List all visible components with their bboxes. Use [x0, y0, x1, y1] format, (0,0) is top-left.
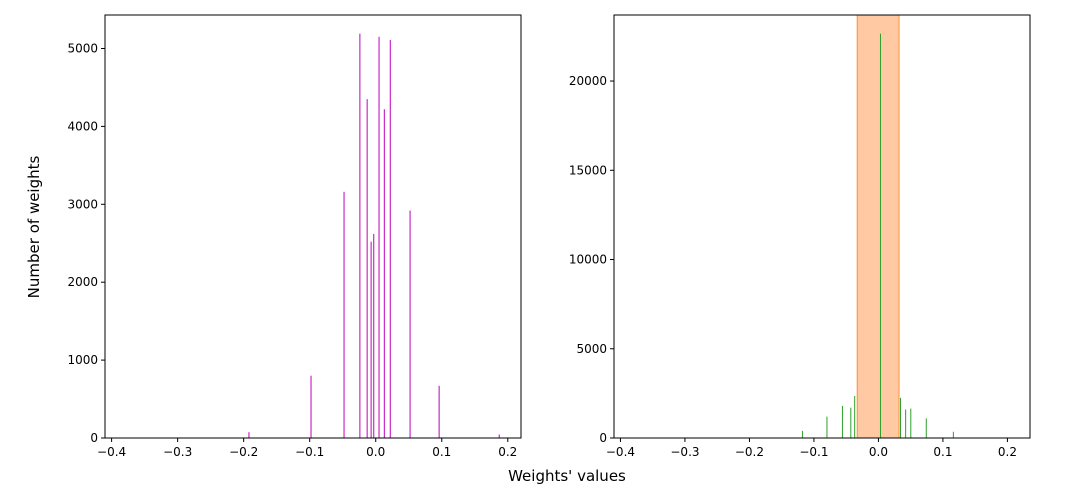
histogram-bar — [438, 385, 440, 438]
y-tick-label: 20000 — [569, 74, 607, 88]
histogram-bar — [409, 210, 411, 438]
x-tick-label: −0.1 — [799, 445, 828, 459]
x-tick-label: 0.2 — [998, 445, 1017, 459]
y-tick-label: 15000 — [569, 163, 607, 177]
y-tick-label: 3000 — [67, 197, 98, 211]
axes-frame — [613, 14, 1031, 439]
y-tick-label: 0 — [599, 431, 607, 445]
histogram-bar — [850, 407, 852, 438]
x-axis-label: Weights' values — [508, 467, 626, 485]
histogram-bar — [248, 432, 250, 438]
y-tick-label: 4000 — [67, 119, 98, 133]
x-tick-label: −0.4 — [97, 445, 126, 459]
highlight-span — [856, 14, 900, 439]
y-tick-label: 10000 — [569, 253, 607, 267]
x-tick-label: 0.1 — [432, 445, 451, 459]
histogram-bar — [383, 109, 385, 438]
histogram-bar — [905, 409, 907, 438]
x-tick-label: −0.3 — [163, 445, 192, 459]
histogram-bar — [373, 233, 375, 438]
histogram-bar — [370, 241, 372, 438]
histogram-bar — [378, 36, 380, 438]
histogram-bar — [879, 33, 881, 438]
histogram-bar — [826, 416, 828, 438]
x-tick-label: 0.0 — [366, 445, 385, 459]
x-tick-label: −0.2 — [735, 445, 764, 459]
axes-frame — [104, 14, 522, 439]
histogram-bar — [359, 33, 361, 438]
histogram-bar — [389, 39, 391, 439]
y-tick-label: 1000 — [67, 353, 98, 367]
histogram-bar — [841, 405, 843, 438]
histogram-bar — [952, 431, 954, 438]
histogram-bar — [801, 430, 803, 438]
histogram-bar — [910, 408, 912, 438]
histogram-bar — [366, 99, 368, 438]
x-tick-label: 0.2 — [498, 445, 517, 459]
histogram-bar — [343, 191, 345, 438]
x-tick-label: −0.1 — [295, 445, 324, 459]
x-tick-label: 0.0 — [869, 445, 888, 459]
x-tick-label: −0.4 — [606, 445, 635, 459]
histogram-bar — [498, 434, 500, 438]
y-tick-label: 5000 — [67, 41, 98, 55]
histogram-bar — [925, 418, 927, 438]
x-tick-label: −0.3 — [670, 445, 699, 459]
y-axis-label: Number of weights — [25, 155, 43, 298]
histogram-bar — [854, 396, 856, 438]
y-tick-label: 0 — [90, 431, 98, 445]
x-tick-label: −0.2 — [229, 445, 258, 459]
right-histogram-panel: −0.4 −0.3 −0.2 −0.1 0.0 0.1 0.2 0 5000 10000 15000… — [569, 14, 1031, 459]
x-tick-label: 0.1 — [933, 445, 952, 459]
histogram-bar — [310, 375, 312, 438]
y-tick-label: 5000 — [576, 342, 607, 356]
y-tick-label: 2000 — [67, 275, 98, 289]
left-histogram-panel: −0.4 −0.3 −0.2 −0.1 0.0 0.1 0.2 0 1000 2000 3000 40… — [67, 14, 522, 459]
histogram-bar — [899, 397, 901, 438]
